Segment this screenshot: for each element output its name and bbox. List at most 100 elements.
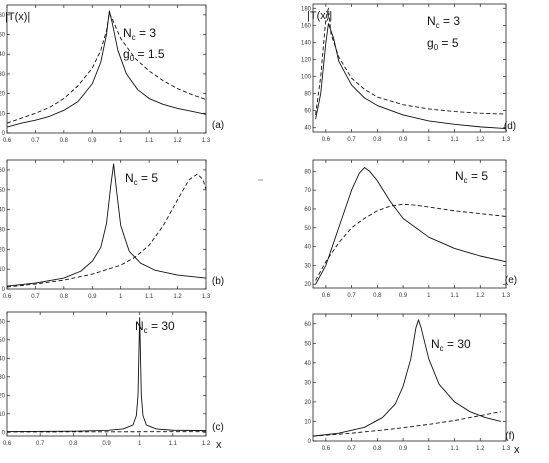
x-tick-label: 1.2 (476, 446, 485, 452)
x-tick-label: 0.8 (373, 293, 382, 299)
x-axis-label: x (216, 439, 222, 451)
panel-b: 0.6 0.7 0.8 0.9 1 1.1 1.2 1.3 0 10 20 30 40 50 60 Nc = … (0, 159, 224, 300)
x-tick-label: 0.7 (347, 137, 356, 143)
y-tick-label: 10 (0, 412, 6, 418)
parameter-annotation: g0 = 1.5 (123, 47, 165, 63)
parameter-annotation: Nc = 3 (427, 14, 460, 30)
x-tick-label: 1.1 (450, 137, 459, 143)
x-tick-label: 1.3 (502, 137, 511, 143)
y-tick-label: 50 (304, 341, 311, 347)
x-tick-label: 1 (119, 294, 123, 300)
x-tick-label: 1 (427, 446, 431, 452)
y-tick-label: 30 (0, 72, 6, 78)
y-tick-label: 140 (301, 40, 312, 46)
y-tick-label: 40 (304, 245, 311, 251)
x-tick-label: 0.9 (399, 293, 408, 299)
y-tick-label: 50 (0, 33, 6, 39)
x-tick-label: 0.6 (3, 441, 12, 447)
y-tick-label: 20 (0, 247, 6, 253)
solid-series-line (7, 163, 206, 287)
x-tick-label: 0.6 (322, 446, 331, 452)
x-tick-label: 0.7 (347, 293, 356, 299)
y-tick-label: 180 (301, 6, 312, 12)
x-tick-label: 0.8 (373, 446, 382, 452)
parameter-annotation: Nc = 30 (135, 319, 175, 335)
parameter-annotation: g0 = 5 (427, 36, 459, 52)
y-axis-label: |T(x)| (5, 11, 30, 23)
x-tick-label: 1 (119, 138, 123, 144)
parameter-annotation: Nc = 30 (431, 337, 471, 353)
y-tick-label: 60 (304, 322, 311, 328)
x-tick-label: 1.1 (450, 293, 459, 299)
x-tick-label: 0.6 (3, 138, 12, 144)
y-tick-label: 30 (304, 380, 311, 386)
y-tick-label: 30 (0, 375, 6, 381)
y-tick-label: 20 (304, 282, 311, 288)
parameter-annotation: Nc = 5 (455, 169, 488, 185)
y-tick-label: 10 (304, 419, 311, 425)
x-tick-label: 0.6 (3, 294, 12, 300)
x-tick-label: 1.2 (173, 138, 182, 144)
y-tick-label: 60 (0, 319, 6, 325)
y-tick-label: 50 (304, 226, 311, 232)
panel-label: (c) (212, 422, 224, 433)
y-tick-label: 40 (0, 52, 6, 58)
x-tick-label: 1.2 (173, 294, 182, 300)
x-tick-label: 1.1 (169, 441, 178, 447)
y-tick-label: 100 (301, 75, 312, 81)
y-tick-label: 50 (0, 338, 6, 344)
x-tick-label: 1.3 (502, 446, 511, 452)
x-tick-label: 0.7 (31, 138, 40, 144)
panel-label: (b) (212, 276, 224, 287)
x-tick-label: 1 (138, 441, 142, 447)
plot-frame (6, 159, 207, 290)
y-tick-label: 0 (308, 439, 312, 445)
y-tick-label: 160 (301, 23, 312, 29)
x-tick-label: 0.7 (31, 294, 40, 300)
y-tick-label: 20 (304, 400, 311, 406)
y-tick-label: 40 (0, 208, 6, 214)
y-tick-label: 60 (0, 168, 6, 174)
dashed-series-line (7, 173, 206, 288)
y-tick-label: 0 (2, 131, 6, 137)
x-tick-label: 0.7 (36, 441, 45, 447)
x-tick-label: 0.9 (399, 137, 408, 143)
x-tick-label: 0.8 (60, 294, 69, 300)
panel-e: 0.6 0.7 0.8 0.9 1 1.1 1.2 1.3 20 30 40 50 60 70 80 Nc =… (304, 159, 517, 299)
plot-frame (6, 4, 207, 134)
x-tick-label: 1 (427, 293, 431, 299)
y-tick-label: 120 (301, 57, 312, 63)
y-tick-label: 40 (304, 361, 311, 367)
y-tick-label: 70 (304, 188, 311, 194)
panel-label: (e) (505, 275, 517, 286)
panel-a: 0.6 0.7 0.8 0.9 1 1.1 1.2 1.3 0 10 20 30 40 50 60 Nc = … (0, 4, 224, 144)
x-tick-label: 0.7 (347, 446, 356, 452)
panel-c: 0.6 0.7 0.8 0.9 1 1.1 1.2 0 10 20 30 40 50 60 Nc = 30 (… (0, 311, 224, 451)
x-axis-label: x (514, 444, 520, 456)
x-tick-label: 1.1 (145, 138, 154, 144)
y-tick-label: 60 (0, 13, 6, 19)
x-tick-label: 1.1 (145, 294, 154, 300)
plot-frame (312, 313, 507, 442)
x-tick-label: 0.8 (373, 137, 382, 143)
x-tick-label: 1.2 (202, 441, 211, 447)
panel-label: (a) (212, 120, 224, 131)
plot-frame (312, 3, 507, 133)
x-tick-label: 0.9 (88, 138, 97, 144)
panel-d: 0.6 0.7 0.8 0.9 1 1.1 1.2 1.3 40 60 80 100 120 140 160… (301, 3, 516, 143)
y-tick-label: 50 (0, 188, 6, 194)
y-tick-label: 40 (304, 126, 311, 132)
x-tick-label: 0.6 (322, 293, 331, 299)
y-tick-label: 30 (0, 227, 6, 233)
x-tick-label: 0.6 (322, 137, 331, 143)
x-tick-label: 1.2 (476, 137, 485, 143)
y-tick-label: 0 (2, 287, 6, 293)
x-tick-label: 1.3 (502, 293, 511, 299)
y-tick-label: 60 (304, 207, 311, 213)
y-tick-label: 20 (0, 393, 6, 399)
x-tick-label: 0.8 (69, 441, 78, 447)
dashed-series-line (315, 7, 506, 115)
parameter-annotation: Nc = 5 (125, 171, 158, 187)
y-tick-label: 40 (0, 356, 6, 362)
